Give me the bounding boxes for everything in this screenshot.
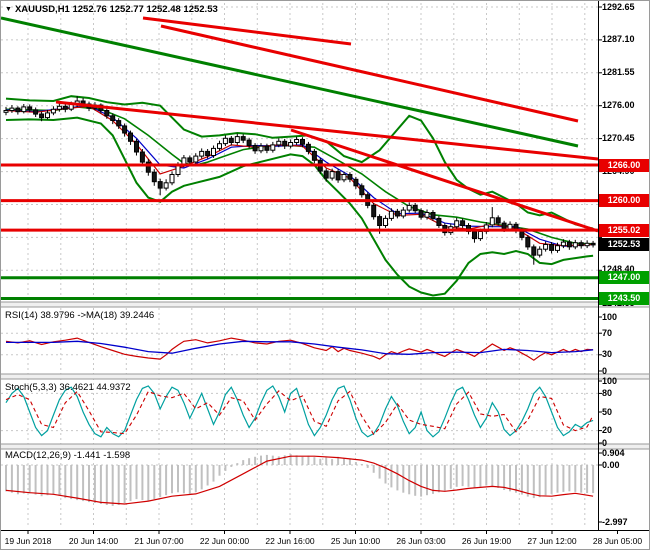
time-axis-label: 20 Jun 14:00 (68, 536, 119, 546)
macd-axis-label: 0.00 (602, 459, 620, 470)
price-axis-label: 1248.40 (602, 263, 635, 274)
time-axis-label: 21 Jun 07:00 (134, 536, 184, 546)
level-price-tag: 1247.00 (599, 271, 649, 285)
stoch-indicator-label: Stoch(5,3,3) 36.4621 44.9372 (5, 382, 131, 393)
symbol-marker-icon: ▼ (5, 6, 12, 13)
symbol-period-label: XAUUSD,H1 (14, 4, 70, 15)
level-price-tag: 1260.00 (599, 194, 649, 208)
time-axis-label: 27 Jun 12:00 (527, 536, 577, 546)
price-axis-label: 1276.00 (602, 100, 635, 111)
trendlines (1, 16, 599, 233)
time-axis-label: 28 Jun 05:00 (592, 536, 643, 546)
stoch-axis-label: 100 (602, 375, 618, 386)
rsi-axis-label: 100 (602, 311, 618, 322)
bollinger-bands (5, 95, 594, 297)
macd-indicator-label: MACD(12,26,9) -1.441 -1.598 (5, 450, 131, 461)
macd-axis-label: -2.997 (602, 516, 628, 527)
candles (3, 96, 596, 265)
time-axis-label: 26 Jun 19:00 (461, 536, 512, 546)
macd-histogram (5, 454, 595, 506)
stoch-axis-label: 80 (602, 387, 613, 398)
rsi-axis-label: 30 (602, 349, 613, 360)
level-price-tag: 1243.50 (599, 291, 649, 305)
chart-title: ▼ XAUUSD,H1 1252.76 1252.77 1252.48 1252.… (5, 4, 218, 15)
current-price-tag: 1252.53 (599, 238, 649, 252)
rsi-axis-label: 0 (602, 365, 608, 376)
stoch-k-line (5, 385, 594, 438)
rsi-indicator-label: RSI(14) 38.9796 ->MA(18) 39.2446 (5, 310, 155, 321)
time-axis-label: 25 Jun 10:00 (330, 536, 381, 546)
ohlc-quotes: 1252.76 1252.77 1252.48 1252.53 (72, 4, 218, 15)
horizontal-level-lines (1, 163, 598, 300)
price-axis-label: 1281.55 (602, 67, 635, 78)
stoch-axis-label: 50 (602, 406, 613, 417)
macd-signal-line (5, 455, 594, 505)
time-axis-label: 26 Jun 03:00 (396, 536, 446, 546)
macd-axis-label: 0.904 (602, 447, 625, 458)
rsi-line (5, 337, 594, 361)
time-axis-label: 22 Jun 16:00 (265, 536, 315, 546)
stoch-axis-label: 20 (602, 425, 613, 436)
price-axis-label: 1292.65 (602, 1, 635, 12)
stoch-d-line (5, 390, 594, 436)
stoch-axis-label: 0 (602, 437, 608, 448)
time-axis-label: 19 Jun 2018 (4, 536, 52, 546)
time-axis-label: 22 Jun 00:00 (199, 536, 250, 546)
price-axis-label: 1270.45 (602, 133, 635, 144)
price-axis-label: 1287.10 (602, 34, 635, 45)
rsi-ma-line (6, 340, 594, 355)
level-price-tag: 1255.02 (599, 223, 649, 237)
rsi-axis-label: 70 (602, 327, 613, 338)
level-price-tag: 1266.00 (599, 158, 649, 172)
